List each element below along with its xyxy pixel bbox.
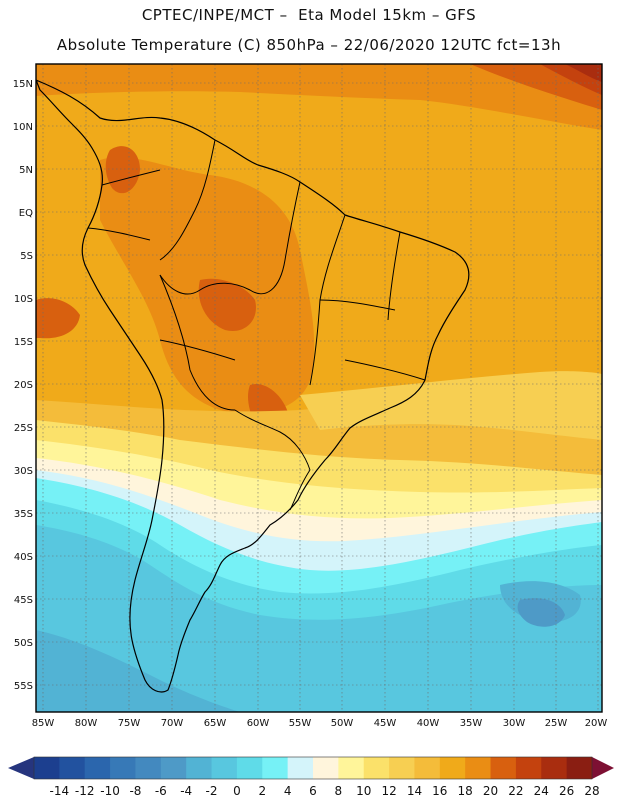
lat-label: 20S — [14, 380, 33, 391]
colorbar-swatch — [236, 757, 263, 779]
longitude-labels: 85W 80W 75W 70W 65W 60W 55W 50W 45W 40W … — [32, 718, 608, 729]
colorbar-label: 26 — [559, 784, 574, 798]
northern-hot-band — [36, 64, 602, 130]
colorbar-label: 12 — [381, 784, 396, 798]
lon-label: 75W — [118, 718, 141, 729]
lon-label: 60W — [247, 718, 270, 729]
colorbar-low-arrow — [8, 757, 34, 779]
lon-label: 80W — [75, 718, 98, 729]
colorbar-swatch — [160, 757, 187, 779]
lon-label: 30W — [503, 718, 526, 729]
lon-label: 45W — [374, 718, 397, 729]
lat-label: 10S — [14, 294, 33, 305]
lat-label: 55S — [14, 681, 33, 692]
colorbar-label: -12 — [75, 784, 95, 798]
lat-label: 5N — [19, 165, 33, 176]
colorbar-swatch — [211, 757, 238, 779]
map-title-line1: CPTEC/INPE/MCT – Eta Model 15km – GFS — [141, 6, 477, 24]
colorbar-label: 16 — [432, 784, 447, 798]
lat-label: 50S — [14, 638, 33, 649]
colorbar-label: -14 — [50, 784, 70, 798]
colorbar-swatch — [34, 757, 60, 779]
colorbar-label: 20 — [483, 784, 498, 798]
colorbar-swatch — [490, 757, 517, 779]
colorbar-swatch — [287, 757, 314, 779]
lon-label: 35W — [460, 718, 483, 729]
latitude-labels: 15N 10N 5N EQ 5S 10S 15S 20S 25S 30S 35S… — [13, 79, 33, 692]
lon-label: 65W — [204, 718, 227, 729]
colorbar-swatch — [338, 757, 365, 779]
colorbar-swatch — [414, 757, 441, 779]
coastlines — [36, 79, 470, 693]
lon-label: 70W — [161, 718, 184, 729]
colorbar-label: 24 — [534, 784, 549, 798]
colorbar-frame — [33, 756, 593, 780]
colorbar-label: 28 — [584, 784, 599, 798]
lat-label: 35S — [14, 509, 33, 520]
colorbar-label: -8 — [129, 784, 141, 798]
colorbar-swatch — [541, 757, 568, 779]
colorbar-swatch — [262, 757, 289, 779]
colorbar-label: 22 — [508, 784, 523, 798]
map-frame — [35, 63, 603, 713]
colorbar-label: -4 — [180, 784, 192, 798]
border-line — [159, 181, 301, 295]
lat-label: 15S — [14, 337, 33, 348]
colorbar-swatch — [439, 757, 466, 779]
colorbar-label: -2 — [206, 784, 218, 798]
lon-label: 40W — [417, 718, 440, 729]
colorbar-label: 2 — [258, 784, 266, 798]
south-america-coast — [36, 79, 470, 693]
temperature-field — [36, 64, 602, 712]
graticule — [36, 64, 602, 712]
colorbar-label: 10 — [356, 784, 371, 798]
colorbar-swatch — [313, 757, 339, 779]
colorbar-swatch — [186, 757, 213, 779]
colorbar-label: -10 — [100, 784, 120, 798]
lat-label: EQ — [19, 208, 33, 219]
colorbar: -14 -12 -10 -8 -6 -4 -2 0 2 4 6 8 10 12 14 16 18 20 22 24 26… — [8, 756, 614, 798]
lat-label: 10N — [13, 122, 33, 133]
lat-label: 15N — [13, 79, 33, 90]
colorbar-swatch — [135, 757, 162, 779]
colorbar-swatch — [110, 757, 136, 779]
lon-label: 20W — [585, 718, 608, 729]
lon-label: 85W — [32, 718, 55, 729]
colorbar-swatch — [389, 757, 415, 779]
lat-label: 25S — [14, 423, 33, 434]
colorbar-swatch — [515, 757, 542, 779]
map-title-line2: Absolute Temperature (C) 850hPa – 22/06/… — [56, 36, 562, 54]
colorbar-label: -6 — [155, 784, 167, 798]
colorbar-label: 6 — [309, 784, 317, 798]
colorbar-swatch — [465, 757, 492, 779]
lat-label: 40S — [14, 552, 33, 563]
lon-label: 55W — [289, 718, 312, 729]
colorbar-swatch — [363, 757, 390, 779]
southern-cold-area — [36, 525, 602, 712]
colorbar-label: 0 — [233, 784, 241, 798]
lat-label: 45S — [14, 595, 33, 606]
colorbar-high-arrow — [592, 757, 614, 779]
lon-label: 50W — [331, 718, 354, 729]
colorbar-swatch — [59, 757, 86, 779]
colorbar-label: 14 — [407, 784, 422, 798]
colorbar-label: 4 — [284, 784, 292, 798]
colorbar-label: 8 — [335, 784, 343, 798]
colorbar-swatch — [566, 757, 593, 779]
lat-label: 5S — [20, 251, 33, 262]
colorbar-swatch — [84, 757, 111, 779]
colorbar-label: 18 — [458, 784, 473, 798]
lon-label: 25W — [545, 718, 568, 729]
lat-label: 30S — [14, 466, 33, 477]
